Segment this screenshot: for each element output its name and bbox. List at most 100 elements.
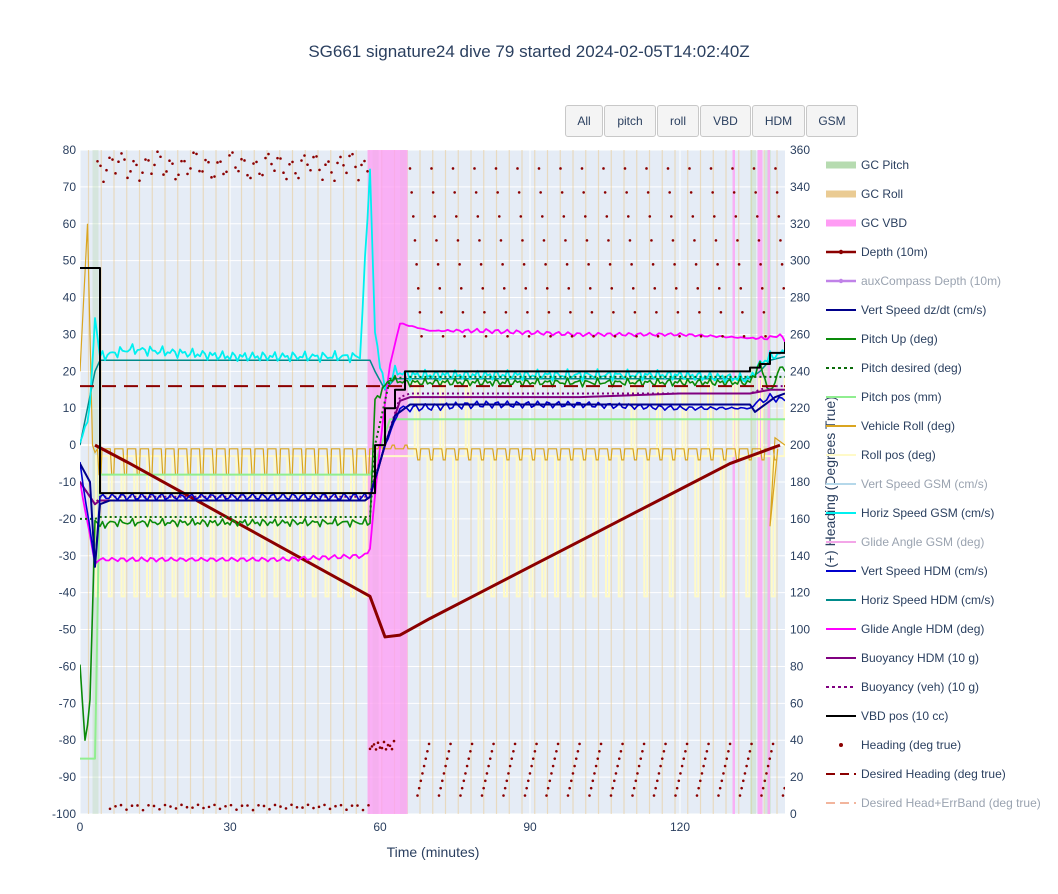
heading-marker	[496, 191, 499, 194]
heading-marker	[732, 191, 736, 194]
heading-marker	[207, 805, 211, 809]
heading-marker	[470, 742, 474, 746]
heading-marker	[240, 804, 244, 808]
heading-marker	[700, 772, 704, 775]
heading-marker	[189, 167, 192, 170]
legend-item[interactable]: Desired Heading (deg true)	[826, 767, 1006, 781]
heading-marker	[653, 287, 657, 290]
y2-axis-label: (+) Heading (Degrees True)	[822, 396, 838, 568]
range-button-pitch[interactable]: pitch	[604, 105, 656, 137]
legend-item[interactable]: Buoyancy (veh) (10 g)	[826, 680, 979, 694]
heading-marker	[609, 794, 613, 797]
heading-marker	[257, 803, 260, 807]
heading-marker	[691, 215, 695, 218]
heading-marker	[693, 239, 696, 242]
heading-marker	[463, 334, 466, 338]
heading-marker	[617, 757, 621, 760]
legend-item[interactable]: Pitch pos (mm)	[826, 390, 942, 404]
heading-marker	[492, 742, 495, 746]
y-tick-label: 30	[63, 327, 77, 341]
heading-marker	[237, 169, 240, 173]
heading-marker	[224, 804, 227, 808]
heading-marker	[309, 168, 312, 172]
legend-item[interactable]: Roll pos (deg)	[826, 448, 936, 462]
heading-marker	[295, 805, 299, 809]
heading-marker	[587, 263, 590, 266]
range-button-hdm[interactable]: HDM	[752, 105, 805, 137]
y-tick-label: -20	[59, 512, 77, 526]
heading-marker	[191, 806, 194, 809]
heading-marker	[284, 807, 288, 810]
heading-marker	[702, 764, 705, 768]
heading-marker	[725, 757, 729, 760]
y2-tick-label: 40	[790, 733, 804, 747]
heading-marker	[202, 806, 205, 810]
range-button-gsm[interactable]: GSM	[806, 105, 858, 137]
range-button-roll[interactable]: roll	[657, 105, 699, 137]
heading-marker	[485, 772, 489, 775]
heading-marker	[675, 786, 679, 790]
heading-marker	[315, 155, 318, 158]
heading-marker	[483, 311, 486, 314]
heading-marker	[527, 779, 530, 783]
heading-marker	[645, 167, 648, 170]
range-button-vbd[interactable]: VBD	[700, 105, 751, 137]
heading-marker	[642, 742, 646, 746]
legend-item[interactable]: GC VBD	[826, 216, 907, 230]
heading-marker	[165, 170, 168, 173]
legend-item[interactable]: auxCompass Depth (10m)	[826, 274, 1001, 288]
heading-marker	[714, 239, 718, 242]
legend-item[interactable]: Heading (deg true)	[839, 738, 961, 752]
legend-item[interactable]: Pitch Up (deg)	[826, 332, 938, 346]
legend-item[interactable]: Desired Head+ErrBand (deg true)	[826, 796, 1041, 810]
legend-label: Pitch Up (deg)	[861, 332, 938, 346]
heading-marker	[564, 239, 567, 242]
heading-marker	[216, 161, 219, 164]
heading-marker	[507, 772, 510, 775]
heading-marker	[547, 311, 551, 314]
legend-item[interactable]: Pitch desired (deg)	[826, 361, 962, 375]
legend-item[interactable]: Vert Speed GSM (cm/s)	[826, 477, 988, 491]
legend-item[interactable]: Glide Angle HDM (deg)	[826, 622, 984, 636]
legend[interactable]: GC Pitch GC Roll GC VBD Depth (10m) auxCompa…	[826, 158, 1041, 810]
legend-item[interactable]: Horiz Speed HDM (cm/s)	[826, 593, 994, 607]
heading-marker	[366, 169, 369, 173]
y2-tick-label: 220	[790, 401, 810, 415]
plot-area[interactable]	[80, 150, 788, 814]
heading-marker	[594, 764, 598, 768]
legend-item[interactable]: Horiz Speed GSM (cm/s)	[826, 506, 994, 520]
heading-marker	[258, 172, 261, 176]
heading-marker	[469, 749, 472, 753]
legend-item[interactable]: Glide Angle GSM (deg)	[826, 535, 984, 549]
heading-marker	[437, 794, 441, 797]
legend-item[interactable]: Vert Speed HDM (cm/s)	[826, 564, 988, 578]
heading-marker	[490, 749, 494, 753]
heading-marker	[130, 804, 134, 808]
legend-label: Vert Speed GSM (cm/s)	[861, 477, 988, 491]
heading-marker	[136, 804, 139, 807]
heading-marker	[416, 794, 419, 797]
range-button-all[interactable]: All	[565, 105, 603, 137]
heading-marker	[754, 191, 757, 194]
legend-item[interactable]: GC Roll	[826, 187, 903, 201]
legend-item[interactable]: GC Pitch	[826, 158, 909, 172]
heading-marker	[361, 808, 365, 812]
legend-label: Horiz Speed GSM (cm/s)	[861, 506, 994, 520]
heading-marker	[777, 215, 781, 218]
legend-label: Heading (deg true)	[861, 738, 961, 752]
heading-marker	[502, 794, 505, 797]
heading-marker	[631, 287, 635, 290]
legend-item[interactable]: Buoyancy HDM (10 g)	[826, 651, 979, 665]
heading-marker	[541, 215, 544, 218]
heading-marker	[261, 173, 264, 177]
heading-marker	[219, 160, 222, 163]
heading-marker	[465, 764, 469, 768]
legend-item[interactable]: Vert Speed dz/dt (cm/s)	[826, 303, 986, 317]
legend-item[interactable]: VBD pos (10 cc)	[826, 709, 948, 723]
heading-marker	[542, 239, 546, 242]
legend-item[interactable]: Depth (10m)	[826, 245, 928, 259]
legend-item[interactable]: Vehicle Roll (deg)	[826, 419, 955, 433]
x-axis-ticks: 0 30 60 90 120	[77, 820, 691, 834]
y-tick-label: -10	[59, 475, 77, 489]
